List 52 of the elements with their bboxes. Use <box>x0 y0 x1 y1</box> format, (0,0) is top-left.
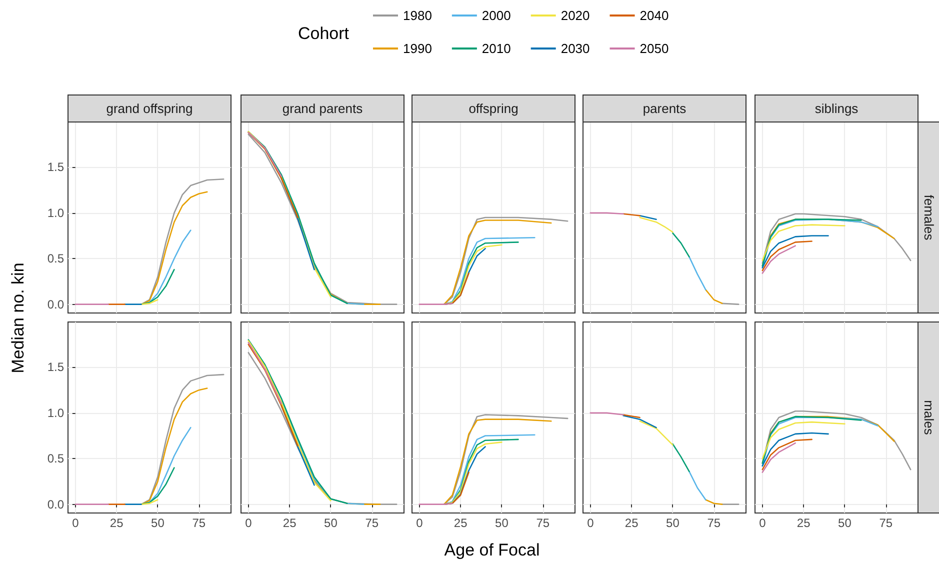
y-tick-label: 0.0 <box>47 297 64 312</box>
x-tick-label: 75 <box>707 516 721 530</box>
y-axis-title: Median no. kin <box>8 262 28 374</box>
line-series <box>140 191 208 305</box>
x-tick-label: 75 <box>365 516 379 530</box>
x-tick-label: 50 <box>495 516 509 530</box>
chart-title: grand parents <box>282 101 364 116</box>
x-tick-label: 0 <box>587 516 594 530</box>
y-tick-label: 0.5 <box>47 452 64 466</box>
x-tick-label: 25 <box>282 516 297 530</box>
legend-label: 2040 <box>640 8 669 23</box>
line-series <box>140 374 224 505</box>
legend-label: 1990 <box>403 41 432 56</box>
line-series <box>140 268 175 305</box>
x-tick-label: 0 <box>759 516 766 530</box>
x-tick-label: 25 <box>110 516 124 530</box>
chart-title: grand offspring <box>106 101 193 116</box>
legend-title: Cohort <box>298 24 350 43</box>
text: females <box>922 194 936 241</box>
x-tick-label: 0 <box>245 516 252 530</box>
y-tick-label: 0.0 <box>47 497 64 512</box>
legend-label: 2000 <box>482 8 511 23</box>
legend-label: 2020 <box>560 8 590 23</box>
y-tick-label: 1.5 <box>47 360 64 374</box>
x-tick-label: 25 <box>454 516 468 530</box>
x-tick-label: 75 <box>192 516 206 530</box>
legend-label: 2010 <box>482 41 511 56</box>
x-tick-label: 75 <box>536 516 550 530</box>
legend-label: 2030 <box>560 41 590 56</box>
line-series <box>140 467 175 505</box>
x-tick-label: 50 <box>666 516 680 530</box>
x-tick-label: 50 <box>838 516 852 530</box>
x-tick-label: 50 <box>324 516 338 530</box>
chart-title: siblings <box>814 101 859 116</box>
line-series <box>140 388 208 505</box>
x-tick-label: 25 <box>624 516 639 530</box>
y-tick-label: 1.0 <box>47 406 64 420</box>
chart-title: offspring <box>468 101 518 116</box>
legend-label: 1980 <box>403 8 432 23</box>
line-series <box>140 178 224 305</box>
x-tick-label: 75 <box>879 516 893 530</box>
y-tick-label: 1.0 <box>47 206 64 220</box>
y-tick-label: 1.5 <box>47 160 64 174</box>
y-tick-label: 0.5 <box>47 252 64 266</box>
x-tick-label: 0 <box>416 516 424 530</box>
x-tick-label: 50 <box>151 516 165 530</box>
x-tick-label: 0 <box>72 516 80 530</box>
x-axis-title: Age of Focal <box>444 540 540 560</box>
text: males <box>922 400 936 436</box>
legend-label: 2050 <box>640 41 669 56</box>
x-tick-label: 25 <box>796 516 811 530</box>
chart-title: parents <box>642 101 687 116</box>
